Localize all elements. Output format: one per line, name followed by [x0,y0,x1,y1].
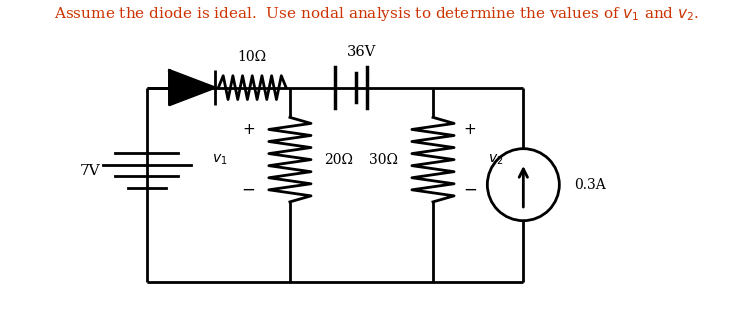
Text: $v_1$: $v_1$ [212,152,227,167]
Text: −: − [463,180,477,198]
Text: 36V: 36V [346,45,376,59]
Text: 30Ω: 30Ω [369,153,398,167]
Text: +: + [463,122,476,137]
Text: +: + [242,122,255,137]
Text: 0.3A: 0.3A [575,178,606,192]
Text: −: − [242,180,255,198]
Polygon shape [169,70,215,105]
Text: 7V: 7V [80,164,101,177]
Text: $v_2$: $v_2$ [488,152,503,167]
Text: Assume the diode is ideal.  Use nodal analysis to determine the values of $v_1$ : Assume the diode is ideal. Use nodal ana… [54,5,699,23]
Text: 10Ω: 10Ω [238,50,267,64]
Text: 20Ω: 20Ω [325,153,354,167]
